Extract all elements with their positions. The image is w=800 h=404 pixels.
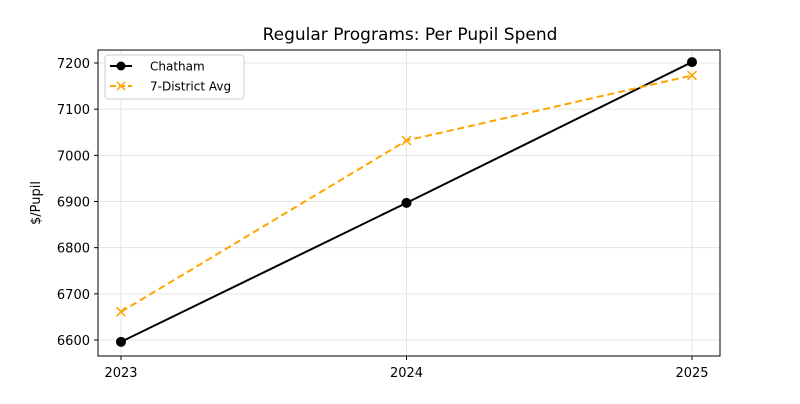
y-tick-label: 7200 xyxy=(57,57,90,72)
data-point-chatham xyxy=(116,336,126,347)
y-tick-label: 6600 xyxy=(57,334,90,349)
x-tick-label: 2023 xyxy=(104,366,137,381)
x-tick-label: 2025 xyxy=(675,366,708,381)
data-point-chatham xyxy=(687,57,697,68)
legend: Chatham 7-District Avg xyxy=(104,54,245,100)
legend-label-chatham: Chatham xyxy=(150,60,205,74)
y-tick-label: 6900 xyxy=(57,196,90,211)
legend-label-avg: 7-District Avg xyxy=(150,80,231,94)
plot-frame xyxy=(97,49,721,357)
data-point-7-district-avg xyxy=(686,70,698,81)
data-point-chatham xyxy=(401,197,412,208)
legend-marker-chatham xyxy=(116,61,126,71)
data-point-7-district-avg xyxy=(401,135,412,146)
y-tick-label: 7000 xyxy=(57,149,90,164)
chart-title: Regular Programs: Per Pupil Spend xyxy=(263,25,558,45)
data-point-7-district-avg xyxy=(115,306,127,317)
legend-box xyxy=(104,54,245,100)
y-tick-label: 6700 xyxy=(57,288,90,303)
legend-marker-avg xyxy=(116,81,126,91)
y-tick-label: 6800 xyxy=(57,242,90,257)
y-axis-label: $/Pupil xyxy=(29,181,44,225)
x-tick-label: 2024 xyxy=(390,366,423,381)
y-tick-label: 7100 xyxy=(57,103,90,118)
